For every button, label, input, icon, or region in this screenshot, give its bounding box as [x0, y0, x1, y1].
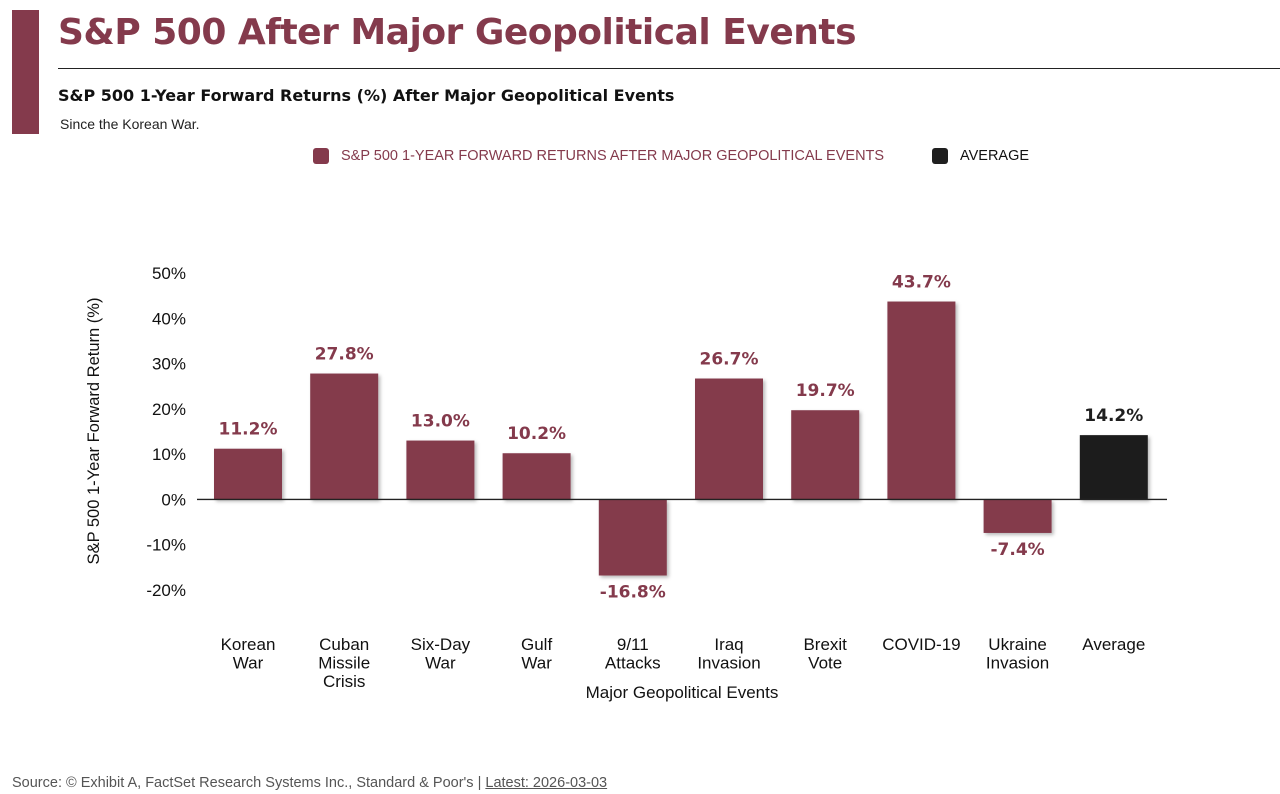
legend-item-series: S&P 500 1-YEAR FORWARD RETURNS AFTER MAJ… [313, 148, 884, 164]
x-tick-label: Gulf War [521, 635, 552, 673]
y-tick-label: 0% [161, 490, 186, 509]
x-tick-label-line: War [521, 654, 552, 673]
y-tick-label: 10% [152, 445, 186, 464]
x-tick-label-line: Average [1082, 635, 1145, 654]
x-tick-label-line: War [233, 654, 264, 673]
source-text: Source: © Exhibit A, FactSet Research Sy… [12, 775, 486, 791]
data-label: 13.0% [411, 412, 470, 432]
x-tick-label-line: 9/11 [617, 635, 649, 654]
y-tick-label: -20% [146, 581, 186, 600]
bar [983, 499, 1052, 533]
bar [598, 499, 667, 576]
title-accent-bar [12, 10, 39, 134]
x-tick-label-line: Six-Day [411, 635, 471, 654]
x-tick-label-line: Crisis [323, 672, 366, 691]
x-tick-label-line: Cuban [319, 635, 369, 654]
bar [502, 453, 571, 500]
data-label: 19.7% [796, 381, 855, 401]
legend-item-average: AVERAGE [932, 148, 1029, 164]
y-tick-label: 50% [152, 264, 186, 283]
x-tick-label: Brexit Vote [803, 635, 847, 673]
title-divider [58, 68, 1280, 69]
chart-legend: S&P 500 1-YEAR FORWARD RETURNS AFTER MAJ… [0, 148, 1280, 168]
data-label: 10.2% [507, 424, 566, 444]
x-tick-label: Average [1082, 635, 1145, 654]
data-label: 26.7% [700, 350, 759, 370]
y-axis-title: S&P 500 1-Year Forward Return (%) [85, 298, 103, 565]
x-tick-label-line: Brexit [803, 635, 847, 654]
x-tick-label: Six-Day War [411, 635, 471, 673]
bar-average [1079, 435, 1148, 500]
x-tick-label: COVID-19 [882, 635, 960, 654]
bar [214, 448, 282, 500]
legend-swatch-series [313, 148, 329, 164]
y-tick-label: -10% [146, 536, 186, 555]
bar [887, 301, 956, 500]
footer-source: Source: © Exhibit A, FactSet Research Sy… [12, 775, 607, 791]
x-tick-label-line: Attacks [605, 654, 661, 673]
x-tick-label: Korean War [221, 635, 276, 673]
x-tick-label-line: Ukraine [988, 635, 1047, 654]
bar [310, 373, 379, 500]
x-tick-label-line: COVID-19 [882, 635, 960, 654]
x-tick-label: 9/11 Attacks [605, 635, 661, 673]
page-title: S&P 500 After Major Geopolitical Events [58, 12, 857, 53]
data-label: 27.8% [315, 345, 374, 365]
data-label: -16.8% [600, 583, 666, 603]
x-tick-label-line: Invasion [986, 654, 1049, 673]
x-tick-label-line: War [425, 654, 456, 673]
x-axis-title: Major Geopolitical Events [586, 683, 779, 702]
x-tick-label-line: Gulf [521, 635, 552, 654]
latest-date-link[interactable]: Latest: 2026-03-03 [485, 775, 608, 791]
y-tick-label: 20% [152, 400, 186, 419]
x-tick-label: Cuban Missile Crisis [318, 635, 370, 691]
chart-subtitle: S&P 500 1-Year Forward Returns (%) After… [58, 86, 675, 105]
data-label: -7.4% [990, 540, 1044, 560]
legend-swatch-average [932, 148, 948, 164]
data-label: 14.2% [1084, 406, 1143, 426]
legend-label-series: S&P 500 1-YEAR FORWARD RETURNS AFTER MAJ… [341, 148, 885, 164]
bar [695, 378, 763, 500]
x-tick-label-line: Vote [808, 654, 842, 673]
x-tick-label-line: Invasion [697, 654, 760, 673]
x-tick-label-line: Iraq [714, 635, 743, 654]
x-tick-label: Iraq Invasion [697, 635, 760, 673]
bar [406, 440, 475, 500]
y-tick-label: 40% [152, 309, 186, 328]
x-tick-label-line: Missile [318, 654, 370, 673]
x-tick-label-line: Korean [221, 635, 276, 654]
legend-label-average: AVERAGE [960, 148, 1030, 164]
bar [791, 410, 860, 500]
y-tick-label: 30% [152, 355, 186, 374]
data-label: 43.7% [892, 273, 951, 293]
x-tick-label: Ukraine Invasion [986, 635, 1049, 673]
data-label: 11.2% [219, 420, 278, 440]
chart-note: Since the Korean War. [60, 116, 200, 132]
